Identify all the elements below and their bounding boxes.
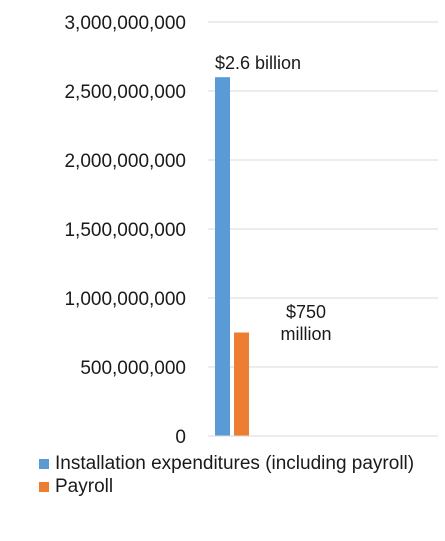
legend-swatch-installation xyxy=(39,459,49,469)
bar-chart: 0 500,000,000 1,000,000,000 1,500,000,000 2,… xyxy=(64,13,438,448)
y-tick-label: 2,500,000,000 xyxy=(64,82,186,103)
bar-installation xyxy=(215,77,230,436)
y-tick-label: 2,000,000,000 xyxy=(64,151,186,172)
data-label-installation: $2.6 billion xyxy=(215,53,301,73)
bars xyxy=(215,77,249,436)
gridlines xyxy=(208,21,438,368)
legend: Installation expenditures (including pay… xyxy=(36,452,441,498)
legend-swatch-payroll xyxy=(39,482,49,492)
legend-label-payroll: Payroll xyxy=(55,476,114,497)
bar-payroll xyxy=(234,332,249,436)
y-tick-label: 3,000,000,000 xyxy=(64,13,186,34)
y-axis-tick-labels: 0 500,000,000 1,000,000,000 1,500,000,000 2,… xyxy=(64,13,186,448)
y-tick-label: 500,000,000 xyxy=(80,358,186,379)
data-labels: $2.6 billion $750 million xyxy=(215,53,332,344)
data-label-payroll: $750 million xyxy=(280,302,331,344)
y-tick-label: 1,000,000,000 xyxy=(64,289,186,310)
legend-item-payroll: Payroll xyxy=(36,475,441,498)
legend-label-installation: Installation expenditures (including pay… xyxy=(55,453,415,474)
y-tick-label: 0 xyxy=(175,427,186,448)
y-tick-label: 1,500,000,000 xyxy=(64,220,186,241)
legend-item-installation: Installation expenditures (including pay… xyxy=(36,452,441,475)
